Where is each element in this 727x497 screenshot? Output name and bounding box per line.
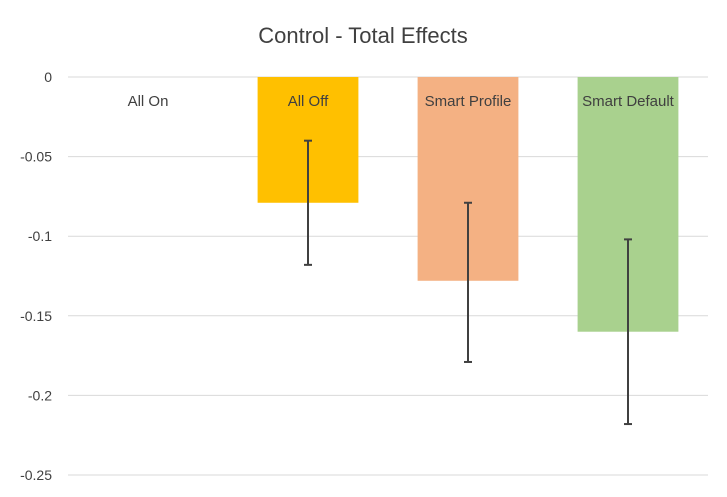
y-tick-label: -0.2	[28, 387, 52, 403]
y-axis-tick-labels: 0 -0.05 -0.1 -0.15 -0.2 -0.25	[20, 69, 52, 483]
chart-title: Control - Total Effects	[258, 23, 468, 48]
category-label: All Off	[288, 93, 329, 110]
error-bars	[304, 139, 632, 426]
y-tick-label: -0.1	[28, 228, 52, 244]
y-tick-label: -0.25	[20, 467, 52, 483]
y-tick-label: -0.15	[20, 308, 52, 324]
category-label: Smart Profile	[425, 93, 512, 110]
category-labels: All On All Off Smart Profile Smart Default	[128, 93, 675, 110]
y-tick-label: -0.05	[20, 149, 52, 165]
category-label: Smart Default	[582, 93, 675, 110]
y-tick-label: 0	[44, 69, 52, 85]
category-label: All On	[128, 93, 169, 110]
